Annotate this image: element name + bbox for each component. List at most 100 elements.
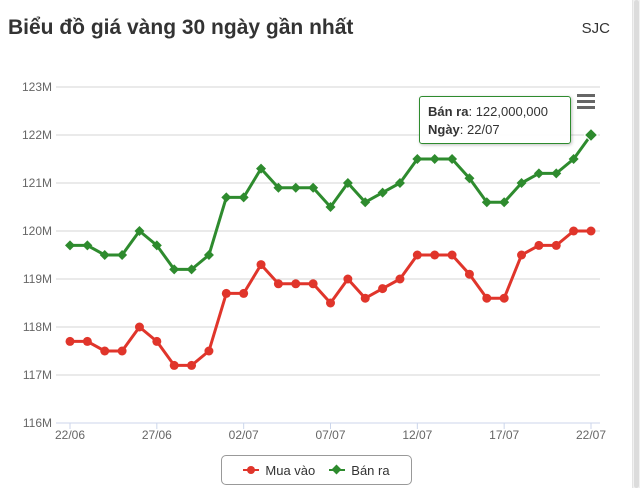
data-point[interactable] <box>482 293 492 303</box>
data-point[interactable] <box>583 127 599 143</box>
chart-legend: Mua vào Bán ra <box>221 455 412 485</box>
x-tick-label: 22/06 <box>55 428 85 442</box>
data-point[interactable] <box>221 288 231 298</box>
x-tick-label: 12/07 <box>402 428 432 442</box>
data-point[interactable] <box>65 336 75 346</box>
data-point[interactable] <box>551 168 562 179</box>
data-point[interactable] <box>326 298 335 308</box>
data-point[interactable] <box>308 279 318 289</box>
data-point[interactable] <box>499 293 509 303</box>
data-point[interactable] <box>430 250 440 260</box>
data-point[interactable] <box>238 192 249 203</box>
data-point[interactable] <box>412 154 423 164</box>
data-point[interactable] <box>360 293 370 303</box>
tooltip-date-row: Ngày: 22/07 <box>428 122 500 137</box>
data-point[interactable] <box>221 192 232 203</box>
x-tick-label: 17/07 <box>489 428 519 442</box>
y-tick-label: 122M <box>22 128 52 142</box>
hamburger-menu-icon <box>577 94 595 109</box>
legend-buy-marker-icon <box>243 465 260 475</box>
y-tick-label: 123M <box>22 80 52 94</box>
menu-bar-bottom <box>577 106 595 109</box>
data-point[interactable] <box>481 197 492 208</box>
data-point[interactable] <box>256 163 267 174</box>
data-point[interactable] <box>464 269 474 279</box>
data-point[interactable] <box>151 240 162 251</box>
data-point[interactable] <box>569 226 579 236</box>
series-mua-vao <box>65 226 596 370</box>
data-point[interactable] <box>134 322 144 332</box>
data-point[interactable] <box>239 288 249 298</box>
tooltip-value: 122,000,000 <box>475 104 548 119</box>
data-point[interactable] <box>394 178 405 188</box>
data-point[interactable] <box>517 250 527 260</box>
data-point[interactable] <box>152 336 162 346</box>
data-point[interactable] <box>551 240 561 250</box>
tooltip-date: 22/07 <box>467 122 500 137</box>
data-point[interactable] <box>186 264 197 275</box>
data-point[interactable] <box>290 182 301 193</box>
data-point[interactable] <box>169 360 179 370</box>
x-tick-label: 02/07 <box>229 428 259 442</box>
menu-bar-middle <box>577 100 595 103</box>
series-line <box>70 229 591 367</box>
data-point[interactable] <box>378 284 388 294</box>
brand-label: SJC <box>581 20 610 37</box>
data-point[interactable] <box>360 197 371 208</box>
y-axis-labels: 116M 117M 118M 119M 120M 121M 122M 123M <box>22 80 52 430</box>
tooltip-value-row: Bán ra: 122,000,000 <box>428 104 548 119</box>
data-point[interactable] <box>187 360 197 370</box>
data-point[interactable] <box>99 250 110 260</box>
x-axis <box>56 422 600 429</box>
data-point[interactable] <box>65 240 75 251</box>
chart-tooltip: Bán ra: 122,000,000 Ngày: 22/07 <box>419 96 571 144</box>
chart-menu-button[interactable] <box>574 90 598 112</box>
y-tick-label: 118M <box>23 320 52 334</box>
tooltip-date-label: Ngày <box>428 122 460 137</box>
data-point[interactable] <box>291 279 301 289</box>
data-point[interactable] <box>499 197 510 208</box>
data-point[interactable] <box>134 226 145 236</box>
data-point[interactable] <box>273 182 284 193</box>
data-point[interactable] <box>534 240 544 250</box>
data-point[interactable] <box>568 154 579 164</box>
data-point[interactable] <box>169 264 180 275</box>
data-point[interactable] <box>447 250 457 260</box>
data-point[interactable] <box>533 168 544 179</box>
data-point[interactable] <box>447 154 458 164</box>
scrollbar-thumb[interactable] <box>634 0 639 488</box>
legend-item-buy[interactable]: Mua vào <box>243 463 315 478</box>
data-point[interactable] <box>343 274 353 284</box>
y-tick-label: 117M <box>23 368 52 382</box>
data-point[interactable] <box>464 173 475 184</box>
page-title: Biểu đồ giá vàng 30 ngày gần nhất <box>8 16 354 39</box>
vertical-scrollbar[interactable] <box>632 0 640 488</box>
legend-item-sell[interactable]: Bán ra <box>329 462 390 478</box>
menu-bar-top <box>577 94 595 97</box>
data-point[interactable] <box>308 182 319 193</box>
data-point[interactable] <box>586 226 596 236</box>
data-point[interactable] <box>204 346 214 356</box>
data-point[interactable] <box>203 250 214 260</box>
data-point[interactable] <box>273 279 283 289</box>
data-point[interactable] <box>117 250 128 260</box>
data-point[interactable] <box>117 346 127 356</box>
data-point[interactable] <box>325 202 336 212</box>
y-tick-label: 119M <box>23 272 52 286</box>
legend-sell-marker-icon <box>329 464 346 475</box>
legend-sell-label: Bán ra <box>351 462 390 478</box>
data-point[interactable] <box>412 250 422 260</box>
y-tick-label: 116M <box>23 416 52 430</box>
data-point[interactable] <box>516 178 527 188</box>
header-bar: Biểu đồ giá vàng 30 ngày gần nhất SJC <box>0 0 640 58</box>
data-point[interactable] <box>256 260 266 270</box>
data-point[interactable] <box>395 274 405 284</box>
data-point[interactable] <box>377 187 388 198</box>
data-point[interactable] <box>82 336 92 346</box>
data-point[interactable] <box>429 154 440 164</box>
data-point[interactable] <box>82 240 93 251</box>
data-point[interactable] <box>100 346 110 356</box>
tooltip-series-label: Bán ra <box>428 104 469 119</box>
data-point[interactable] <box>342 178 353 188</box>
